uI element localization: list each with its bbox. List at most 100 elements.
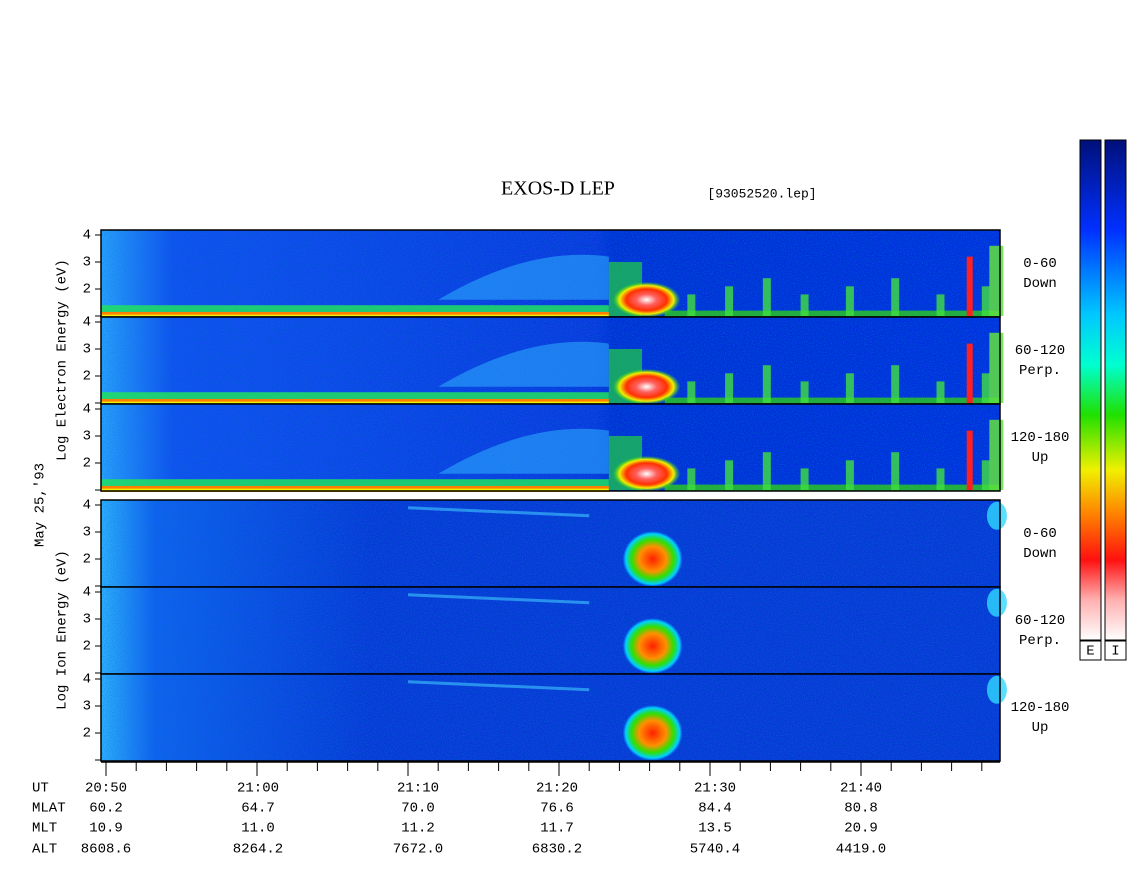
spike (725, 286, 734, 316)
colorbar-label: I (1111, 644, 1119, 660)
y-tick-label: 2 (83, 639, 91, 655)
time-axis: UT 20:50 21:00 21:10 21:20 21:30 21:40 MLAT 60.2… (32, 761, 1000, 858)
colorbars: E I (1079, 139, 1127, 661)
panel-angle: 0-60 (1023, 256, 1057, 272)
orbit-value: 20:50 (85, 781, 127, 797)
streak (407, 506, 590, 518)
row-label: UT (32, 781, 49, 797)
panel-direction: Down (1023, 276, 1057, 292)
hot-spot (622, 705, 683, 761)
panel-angle: 60-120 (1015, 343, 1065, 359)
spike (800, 381, 809, 403)
title: EXOS-D LEP (501, 178, 615, 200)
orbit-value: 76.6 (540, 801, 574, 817)
spike (762, 278, 771, 316)
spike (687, 381, 696, 403)
panel-angle: 60-120 (1015, 613, 1065, 629)
spike (891, 365, 900, 403)
colorbar-e (1079, 139, 1102, 641)
spike (800, 468, 809, 490)
orbit-value: 21:10 (397, 781, 439, 797)
plume (438, 428, 609, 474)
y-tick-label: 2 (83, 282, 91, 298)
panel-direction: Perp. (1019, 633, 1061, 649)
panel-direction: Perp. (1019, 363, 1061, 379)
spike (687, 468, 696, 490)
date-label: May 25,'93 (33, 463, 49, 547)
y-tick-label: 3 (83, 429, 91, 445)
band (101, 314, 609, 318)
hot-spot (622, 618, 683, 674)
spike (989, 419, 1004, 490)
hot-spot (622, 531, 683, 587)
orbit-value: 8264.2 (233, 842, 283, 858)
electron-axis-label: Log Electron Energy (eV) (55, 259, 71, 461)
hot-spot (986, 588, 1007, 617)
orbit-value: 64.7 (241, 801, 275, 817)
band (101, 401, 609, 405)
spike (989, 332, 1004, 403)
spike (687, 294, 696, 316)
orbit-value: 70.0 (401, 801, 435, 817)
spike (989, 245, 1004, 316)
y-tick-label: 4 (83, 498, 91, 514)
spike (936, 381, 945, 403)
y-tick-label: 4 (83, 672, 91, 688)
ion-axis-label: Log Ion Energy (eV) (55, 550, 71, 710)
orbit-value: 13.5 (698, 821, 732, 837)
y-tick-label: 4 (83, 402, 91, 418)
spike (800, 294, 809, 316)
orbit-value: 11.7 (540, 821, 574, 837)
panel-frame (100, 673, 1001, 762)
panel-direction: Up (1032, 720, 1049, 736)
orbit-value: 20.9 (844, 821, 878, 837)
y-tick-label: 4 (83, 585, 91, 601)
hot-spot (612, 281, 681, 318)
row-label: MLAT (32, 801, 66, 817)
band (664, 484, 1000, 491)
panel-frame (100, 403, 1001, 492)
orbit-value: 11.2 (401, 821, 435, 837)
spike (966, 430, 973, 490)
colorbar-box (1104, 640, 1127, 661)
orbit-value: 60.2 (89, 801, 123, 817)
spike (936, 468, 945, 490)
y-tick-label: 4 (83, 315, 91, 331)
orbit-value: 6830.2 (532, 842, 582, 858)
y-tick-label: 2 (83, 456, 91, 472)
y-tick-label: 3 (83, 255, 91, 271)
spike (891, 278, 900, 316)
orbit-value: 21:00 (237, 781, 279, 797)
panel-direction: Up (1032, 450, 1049, 466)
orbit-value: 10.9 (89, 821, 123, 837)
spike (762, 365, 771, 403)
band (101, 392, 609, 403)
y-tick-label: 3 (83, 612, 91, 628)
panel-angle: 120-180 (1011, 700, 1070, 716)
spike (891, 452, 900, 490)
spike (981, 460, 990, 490)
band (664, 397, 1000, 404)
panel-angle: 0-60 (1023, 526, 1057, 542)
plume (438, 254, 609, 300)
spike (845, 460, 854, 490)
y-tick-label: 4 (83, 228, 91, 244)
orbit-value: 21:40 (840, 781, 882, 797)
panel-angle: 120-180 (1011, 430, 1070, 446)
row-label: MLT (32, 821, 57, 837)
y-tick-label: 3 (83, 699, 91, 715)
band (101, 479, 609, 490)
plume (438, 341, 609, 387)
colorbar-label: E (1086, 644, 1094, 660)
band (101, 488, 609, 492)
y-tick-label: 2 (83, 369, 91, 385)
spike (981, 286, 990, 316)
orbit-value: 84.4 (698, 801, 732, 817)
spike (762, 452, 771, 490)
spike (966, 343, 973, 403)
y-tick-label: 3 (83, 525, 91, 541)
band (101, 305, 609, 316)
orbit-value: 80.8 (844, 801, 878, 817)
panels: 2 3 4 0-60 Down 2 3 4 60-120 Perp. 2 3 4 120-180 Up 2 3 4… (83, 228, 1070, 762)
